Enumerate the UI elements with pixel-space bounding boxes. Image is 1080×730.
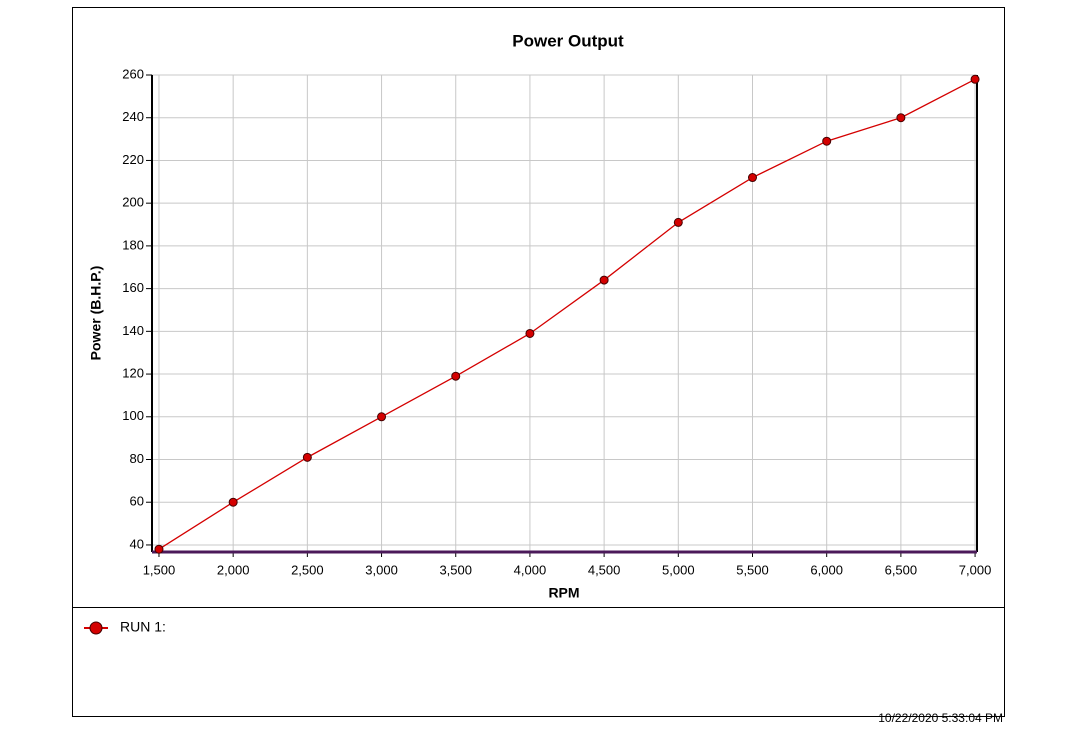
x-tick-label: 6,000 xyxy=(810,562,843,577)
x-tick-label: 1,500 xyxy=(143,562,176,577)
y-tick-label: 200 xyxy=(122,195,144,210)
x-tick-label: 5,000 xyxy=(662,562,695,577)
y-tick-label: 120 xyxy=(122,365,144,380)
x-tick-label: 7,000 xyxy=(959,562,992,577)
y-tick-label: 260 xyxy=(122,66,144,81)
data-point xyxy=(154,544,164,554)
y-tick-label: 220 xyxy=(122,152,144,167)
x-tick-label: 6,500 xyxy=(885,562,918,577)
y-tick-label: 60 xyxy=(130,494,144,509)
y-tick-label: 140 xyxy=(122,323,144,338)
y-tick-label: 40 xyxy=(130,536,144,551)
data-point xyxy=(525,328,535,338)
plot-area: 40 60 80 100 120 140 160 180 200 220 240 260 1,500 2,… xyxy=(122,66,991,577)
x-tick-label: 3,500 xyxy=(439,562,472,577)
data-point xyxy=(822,136,832,146)
x-tick-label: 2,500 xyxy=(291,562,324,577)
data-point xyxy=(599,275,609,285)
data-point xyxy=(970,74,980,84)
timestamp: 10/22/2020 5:33:04 PM xyxy=(878,711,1003,725)
x-tick-label: 4,500 xyxy=(588,562,621,577)
y-tick-label: 160 xyxy=(122,280,144,295)
legend-marker xyxy=(89,621,103,635)
data-point xyxy=(377,412,387,422)
data-point xyxy=(228,497,238,507)
series-line xyxy=(158,78,976,550)
y-axis-label: Power (B.H.P.) xyxy=(88,266,104,361)
x-tick-label: 4,000 xyxy=(514,562,547,577)
frame xyxy=(72,7,1005,717)
y-tick-label: 180 xyxy=(122,237,144,252)
x-axis-label: RPM xyxy=(548,585,579,601)
data-point xyxy=(673,217,683,227)
x-tick-label: 5,500 xyxy=(736,562,769,577)
y-tick-label: 100 xyxy=(122,408,144,423)
data-point xyxy=(896,113,906,123)
data-point xyxy=(302,452,312,462)
data-point xyxy=(747,173,757,183)
y-tick-label: 240 xyxy=(122,109,144,124)
legend-label: RUN 1: xyxy=(120,619,166,635)
data-point xyxy=(451,371,461,381)
x-tick-label: 3,000 xyxy=(365,562,398,577)
x-tick-label: 2,000 xyxy=(217,562,250,577)
chart-title: Power Output xyxy=(512,31,624,50)
y-tick-label: 80 xyxy=(130,451,144,466)
